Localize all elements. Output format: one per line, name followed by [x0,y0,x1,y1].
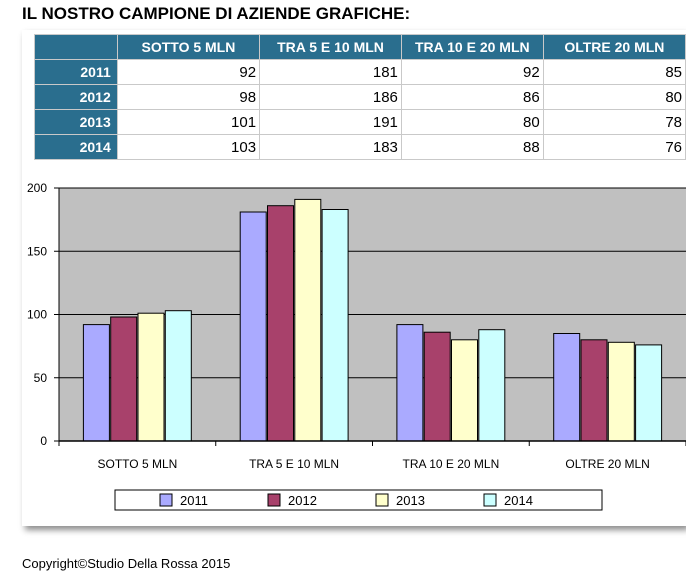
y-axis: 0 50 100 150 200 [27,181,60,448]
bar [635,344,663,442]
y-tick-label: 50 [34,371,48,385]
table-corner-cell [34,34,118,60]
chart-panel: SOTTO 5 MLN TRA 5 E 10 MLN TRA 10 E 20 M… [22,30,686,526]
legend-swatch [375,493,389,507]
x-tick-label: TRA 10 E 20 MLN [403,457,500,471]
table-cell: 76 [542,134,686,160]
x-axis: SOTTO 5 MLN TRA 5 E 10 MLN TRA 10 E 20 MLN… [58,440,686,471]
bar [451,339,478,442]
bar [423,331,451,442]
table-cell: 186 [259,84,402,110]
table-row: 2014 103 183 88 76 [34,134,686,160]
bar [553,333,581,442]
table-row: 2013 101 191 80 78 [34,109,686,135]
table-cell: 191 [259,109,402,135]
bar [267,205,294,442]
bar [478,329,506,442]
table-cell: 80 [400,109,544,135]
bar-chart: 0 50 100 150 200 SOTTO 5 MLN TRA 5 E 10 MLN TR… [27,181,686,511]
bar [396,324,424,442]
y-tick-label: 150 [27,244,47,258]
legend-swatch [267,493,281,507]
column-header: TRA 5 E 10 MLN [259,34,402,60]
table-cell: 86 [400,84,544,110]
table-cell: 103 [116,134,261,160]
y-tick-label: 200 [27,181,47,195]
legend-label: 2011 [180,493,208,508]
table-cell: 85 [542,59,686,85]
column-header: TRA 10 E 20 MLN [400,34,544,60]
bar [110,316,138,442]
y-tick-label: 0 [40,434,47,448]
legend-label: 2013 [396,493,425,508]
bar [137,312,165,442]
table-cell: 92 [400,59,544,85]
y-tick-label: 100 [27,308,47,322]
x-tick-label: TRA 5 E 10 MLN [249,457,339,471]
legend-swatch [159,493,173,507]
bar [294,198,322,442]
legend-swatch [483,493,497,507]
bar [607,341,635,442]
table-cell: 88 [400,134,544,160]
x-tick-label: SOTTO 5 MLN [98,457,178,471]
page-title: IL NOSTRO CAMPIONE DI AZIENDE GRAFICHE: [22,4,411,23]
bar [82,324,110,442]
legend-box [114,489,603,511]
table-cell: 98 [116,84,261,110]
bars [82,198,663,442]
legend-label: 2014 [504,493,533,508]
table-cell: 78 [542,109,686,135]
bar [239,211,267,442]
bar [580,339,608,442]
table-cell: 92 [116,59,261,85]
copyright-text: Copyright©Studio Della Rossa 2015 [22,556,231,571]
x-tick-label: OLTRE 20 MLN [565,457,649,471]
column-header: OLTRE 20 MLN [542,34,686,60]
bar [321,209,349,442]
bar [164,310,192,442]
table-header-row: SOTTO 5 MLN TRA 5 E 10 MLN TRA 10 E 20 M… [34,34,686,60]
legend-label: 2012 [288,493,317,508]
row-year: 2014 [34,134,118,160]
data-table: SOTTO 5 MLN TRA 5 E 10 MLN TRA 10 E 20 M… [34,34,686,160]
row-year: 2012 [34,84,118,110]
row-year: 2011 [34,59,118,85]
table-cell: 80 [542,84,686,110]
table-row: 2012 98 186 86 80 [34,84,686,110]
table-cell: 183 [259,134,402,160]
chart-legend: 2011 2012 2013 2014 [114,489,603,511]
row-year: 2013 [34,109,118,135]
table-row: 2011 92 181 92 85 [34,59,686,85]
column-header: SOTTO 5 MLN [116,34,261,60]
table-cell: 181 [259,59,402,85]
table-cell: 101 [116,109,261,135]
